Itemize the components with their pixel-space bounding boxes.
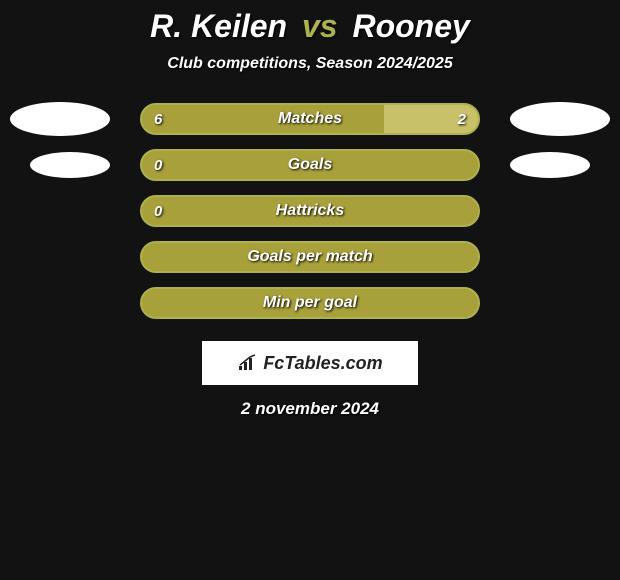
avatar-placeholder-right xyxy=(510,102,610,136)
stat-label: Hattricks xyxy=(142,202,478,220)
stat-label: Matches xyxy=(142,110,478,128)
fctables-logo: FcTables.com xyxy=(237,353,382,374)
stat-row-hattricks: 0 Hattricks xyxy=(0,195,620,227)
logo-box: FcTables.com xyxy=(202,341,418,385)
avatar-placeholder-left xyxy=(30,152,110,178)
stat-row-goals-per-match: Goals per match xyxy=(0,241,620,273)
player2-name: Rooney xyxy=(352,8,469,44)
stat-label: Goals xyxy=(142,156,478,174)
stat-bar: Min per goal xyxy=(140,287,480,319)
stat-bar: Goals per match xyxy=(140,241,480,273)
stat-rows: 6 Matches 2 0 Goals 0 Hattricks xyxy=(0,103,620,319)
stat-label: Goals per match xyxy=(142,248,478,266)
comparison-card: R. Keilen vs Rooney Club competitions, S… xyxy=(0,0,620,419)
stat-bar: 0 Goals xyxy=(140,149,480,181)
date-label: 2 november 2024 xyxy=(0,399,620,419)
logo-text: FcTables.com xyxy=(263,353,382,374)
vs-label: vs xyxy=(302,8,338,44)
stat-row-matches: 6 Matches 2 xyxy=(0,103,620,135)
stat-value-right: 2 xyxy=(458,111,466,128)
stat-label: Min per goal xyxy=(142,294,478,312)
player1-name: R. Keilen xyxy=(150,8,287,44)
stat-bar: 6 Matches 2 xyxy=(140,103,480,135)
page-title: R. Keilen vs Rooney xyxy=(0,8,620,45)
avatar-placeholder-right xyxy=(510,152,590,178)
stat-row-min-per-goal: Min per goal xyxy=(0,287,620,319)
subtitle: Club competitions, Season 2024/2025 xyxy=(0,55,620,73)
avatar-placeholder-left xyxy=(10,102,110,136)
chart-icon xyxy=(237,354,259,372)
stat-row-goals: 0 Goals xyxy=(0,149,620,181)
stat-bar: 0 Hattricks xyxy=(140,195,480,227)
